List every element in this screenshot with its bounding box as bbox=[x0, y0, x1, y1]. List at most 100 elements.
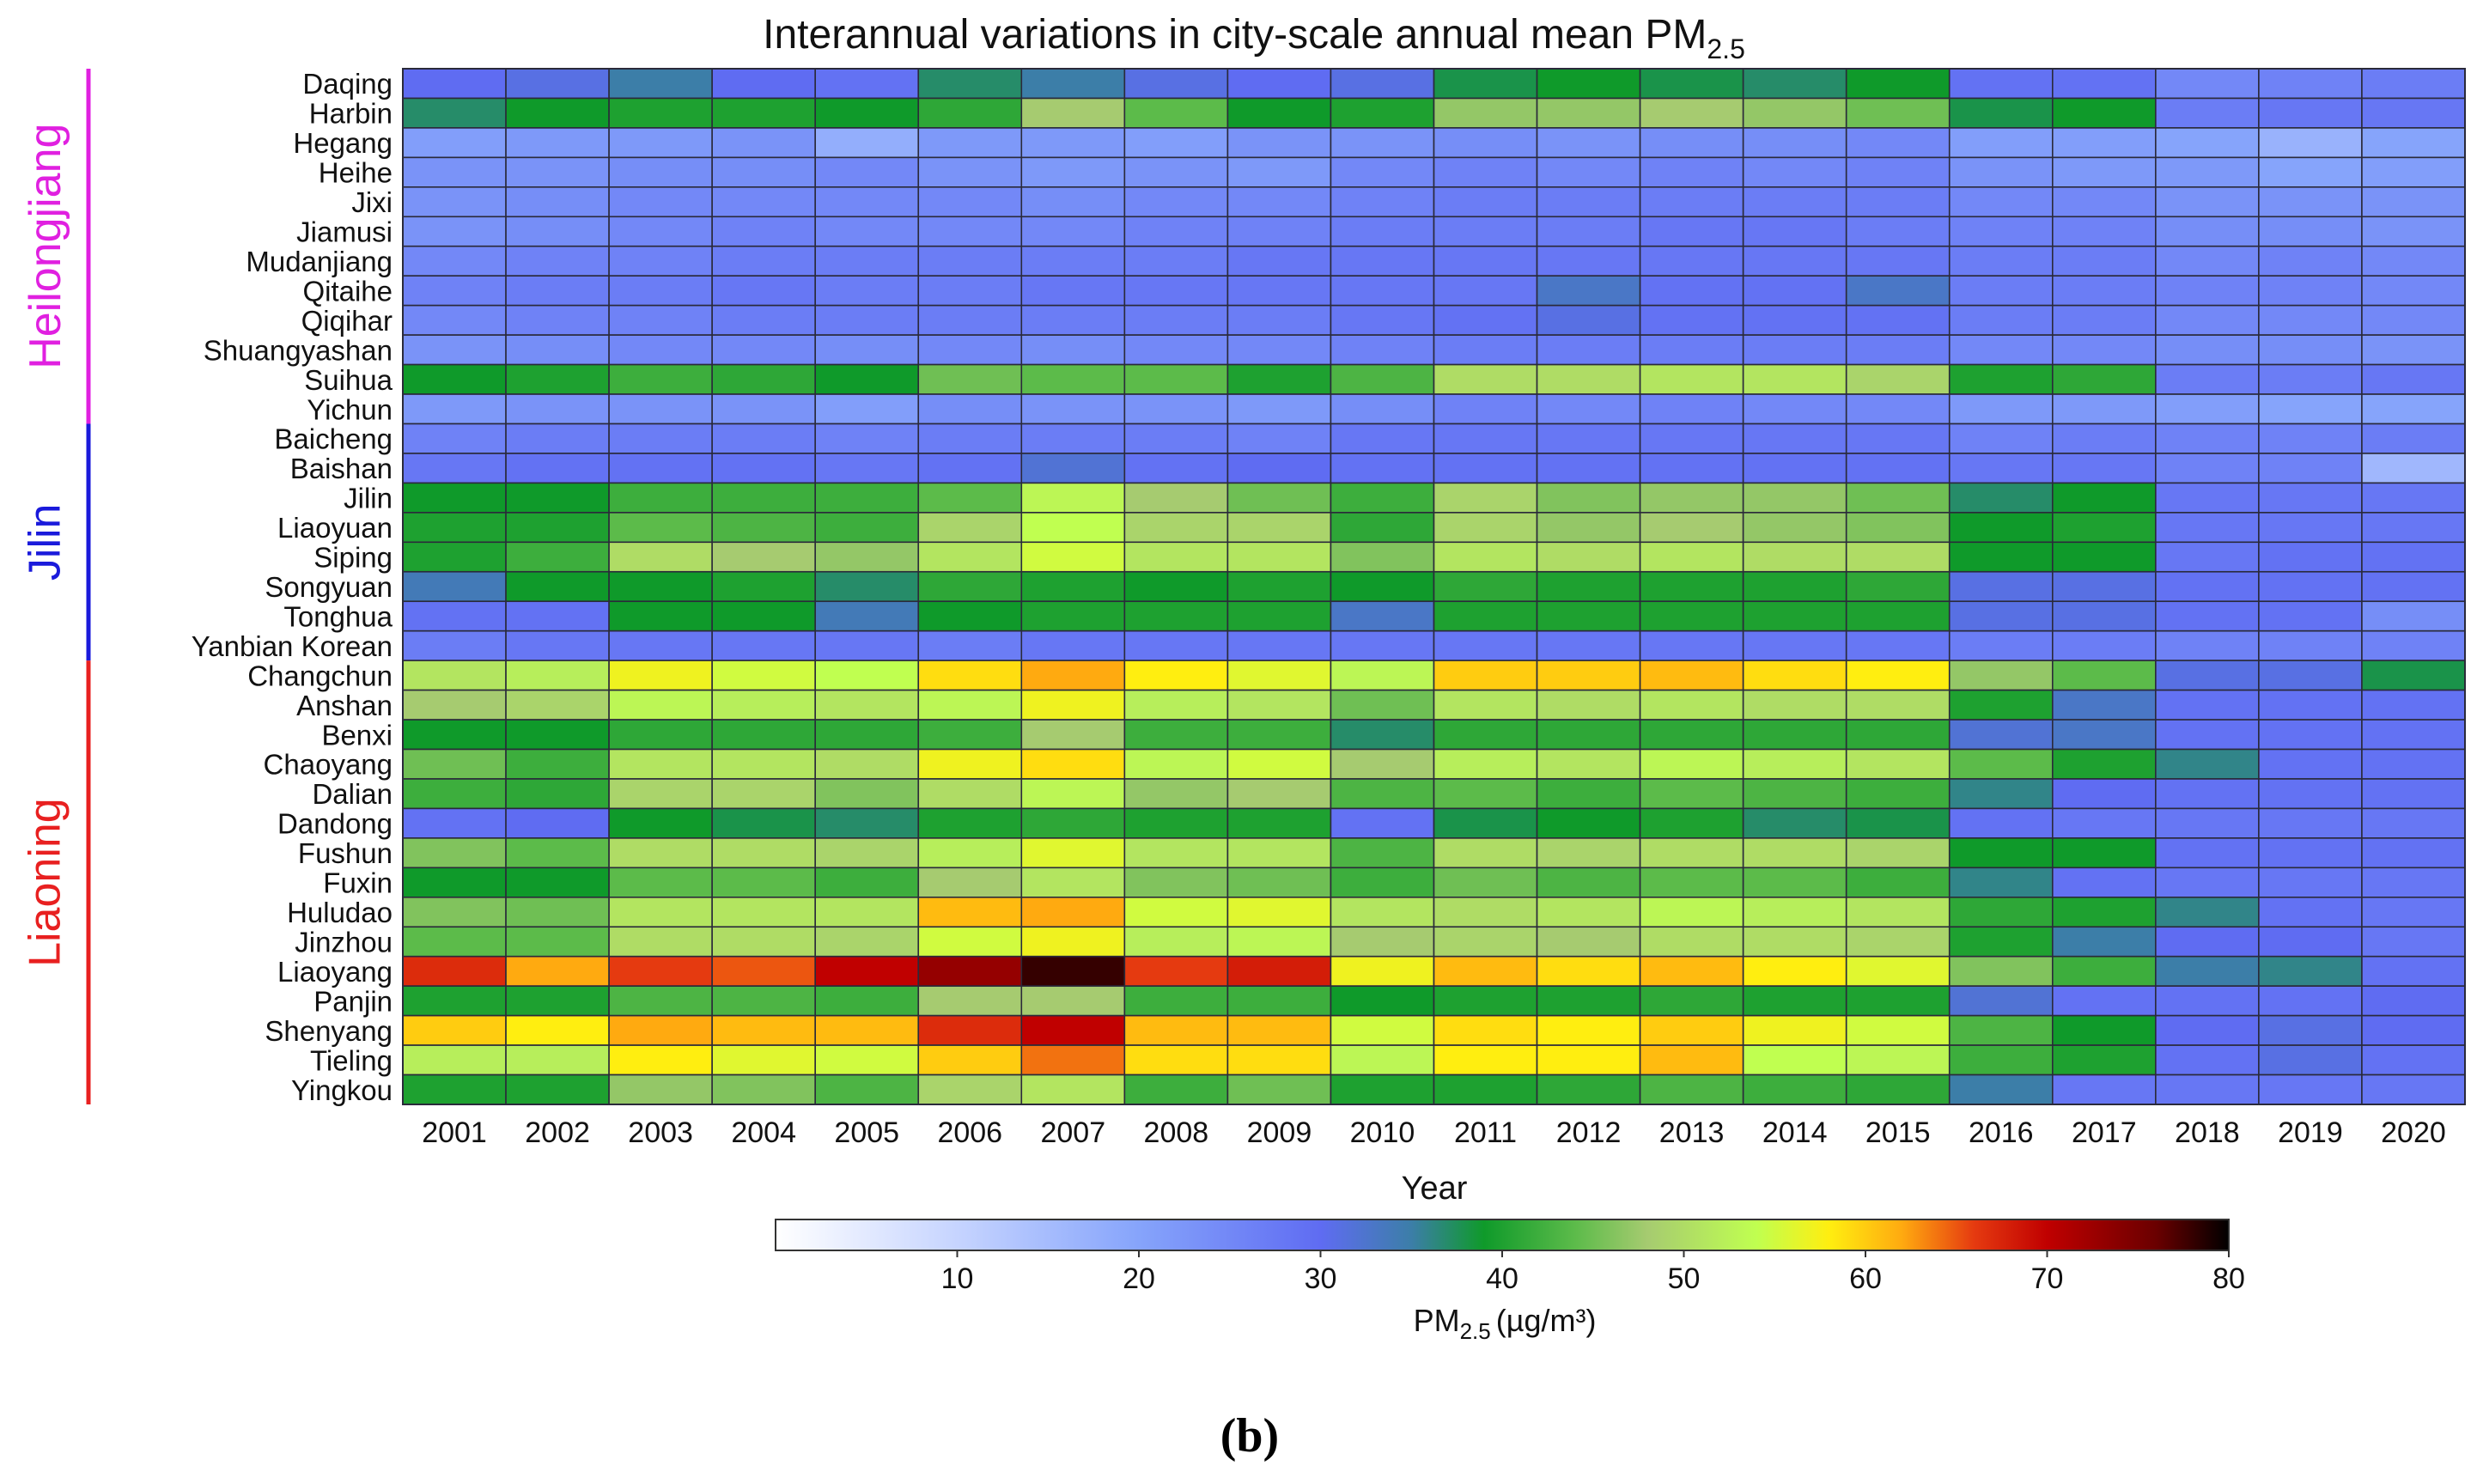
heatmap-cell bbox=[1845, 778, 1951, 810]
heatmap-cell bbox=[917, 393, 1023, 425]
heatmap-cell bbox=[1742, 423, 1847, 454]
heatmap-cell bbox=[2052, 127, 2157, 159]
heatmap-cell bbox=[2052, 570, 2157, 603]
heatmap-cell bbox=[1330, 1073, 1435, 1105]
heatmap-cell bbox=[711, 186, 817, 218]
heatmap-cell bbox=[1845, 482, 1951, 514]
heatmap-cell bbox=[917, 837, 1023, 869]
heatmap-cell bbox=[1536, 156, 1641, 188]
heatmap-cell bbox=[1226, 334, 1332, 366]
heatmap-cell bbox=[1742, 570, 1847, 603]
heatmap-cell bbox=[2155, 186, 2260, 218]
heatmap-cell bbox=[1742, 778, 1847, 810]
heatmap-cell bbox=[1123, 453, 1229, 484]
heatmap-cell bbox=[1020, 600, 1126, 632]
heatmap-cell bbox=[1948, 660, 2054, 691]
heatmap-cell bbox=[2155, 68, 2260, 100]
heatmap-cell bbox=[608, 719, 713, 751]
heatmap-cell bbox=[711, 689, 817, 721]
year-label: 2011 bbox=[1454, 1116, 1517, 1149]
heatmap-cell bbox=[711, 570, 817, 603]
heatmap-cell bbox=[1226, 689, 1332, 721]
heatmap-cell bbox=[711, 600, 817, 632]
heatmap-cell bbox=[1639, 1014, 1744, 1046]
heatmap-cell bbox=[1639, 97, 1744, 129]
heatmap-cell bbox=[2361, 186, 2466, 218]
heatmap-cell bbox=[608, 156, 713, 188]
heatmap-cell bbox=[1020, 837, 1126, 869]
heatmap-cell bbox=[2361, 837, 2466, 869]
heatmap-cell bbox=[1330, 334, 1435, 366]
chart-title-main: Interannual variations in city-scale ann… bbox=[763, 12, 1707, 58]
heatmap-cell bbox=[1123, 570, 1229, 603]
heatmap-cell bbox=[2258, 629, 2363, 661]
heatmap-cells bbox=[402, 68, 2466, 1105]
year-label: 2020 bbox=[2381, 1116, 2446, 1149]
heatmap-cell bbox=[1226, 867, 1332, 898]
heatmap-cell bbox=[917, 867, 1023, 898]
year-label: 2005 bbox=[834, 1116, 899, 1149]
heatmap-cell bbox=[711, 867, 817, 898]
colorbar-tick-label: 20 bbox=[1123, 1262, 1155, 1295]
heatmap-cell bbox=[505, 955, 610, 987]
heatmap-cell bbox=[1330, 1044, 1435, 1076]
heatmap-cell bbox=[1639, 156, 1744, 188]
year-label: 2012 bbox=[1556, 1116, 1622, 1149]
heatmap-cell bbox=[711, 985, 817, 1017]
heatmap-cell bbox=[1226, 629, 1332, 661]
heatmap-cell bbox=[1742, 393, 1847, 425]
heatmap-cell bbox=[1742, 216, 1847, 247]
heatmap-cell bbox=[1330, 778, 1435, 810]
heatmap-cell bbox=[1639, 629, 1744, 661]
heatmap-cell bbox=[1123, 1044, 1229, 1076]
heatmap-cell bbox=[1536, 334, 1641, 366]
heatmap-cell bbox=[1948, 68, 2054, 100]
heatmap-cell bbox=[608, 837, 713, 869]
heatmap-cell bbox=[1226, 423, 1332, 454]
heatmap-cell bbox=[1845, 186, 1951, 218]
heatmap-cell bbox=[1330, 186, 1435, 218]
heatmap-cell bbox=[2361, 393, 2466, 425]
heatmap-cell bbox=[1536, 541, 1641, 573]
heatmap-cell bbox=[1639, 482, 1744, 514]
heatmap-cell bbox=[1020, 629, 1126, 661]
heatmap-cell bbox=[1845, 541, 1951, 573]
heatmap-cell bbox=[2361, 629, 2466, 661]
heatmap-cell bbox=[1330, 985, 1435, 1017]
heatmap-cell bbox=[917, 570, 1023, 603]
heatmap-cell bbox=[505, 600, 610, 632]
heatmap-cell bbox=[1020, 363, 1126, 395]
heatmap-cell bbox=[1123, 867, 1229, 898]
heatmap-cell bbox=[1226, 541, 1332, 573]
heatmap-cell bbox=[1226, 926, 1332, 958]
heatmap-cell bbox=[2258, 1073, 2363, 1105]
heatmap-cell bbox=[711, 660, 817, 691]
heatmap-cell bbox=[1433, 363, 1538, 395]
heatmap-cell bbox=[814, 985, 920, 1017]
heatmap-cell bbox=[711, 955, 817, 987]
heatmap-cell bbox=[402, 807, 507, 839]
heatmap-cell bbox=[814, 629, 920, 661]
heatmap-cell bbox=[1845, 1014, 1951, 1046]
heatmap-cell bbox=[1948, 334, 2054, 366]
heatmap-cell bbox=[1948, 570, 2054, 603]
heatmap-cell bbox=[608, 867, 713, 898]
heatmap-cell bbox=[2258, 1044, 2363, 1076]
heatmap-cell bbox=[402, 1014, 507, 1046]
heatmap-cell bbox=[917, 600, 1023, 632]
heatmap-cell bbox=[1536, 807, 1641, 839]
heatmap-cell bbox=[2155, 1073, 2260, 1105]
heatmap-cell bbox=[402, 629, 507, 661]
heatmap-cell bbox=[1845, 512, 1951, 544]
heatmap-cell bbox=[711, 97, 817, 129]
heatmap-cell bbox=[1433, 186, 1538, 218]
heatmap-cell bbox=[505, 660, 610, 691]
heatmap-cell bbox=[2052, 1044, 2157, 1076]
heatmap-cell bbox=[1330, 97, 1435, 129]
heatmap-cell bbox=[1639, 304, 1744, 336]
heatmap-cell bbox=[402, 1044, 507, 1076]
heatmap-cell bbox=[2155, 482, 2260, 514]
heatmap-cell bbox=[917, 512, 1023, 544]
city-label: Jiamusi bbox=[296, 216, 393, 248]
heatmap-cell bbox=[1742, 867, 1847, 898]
